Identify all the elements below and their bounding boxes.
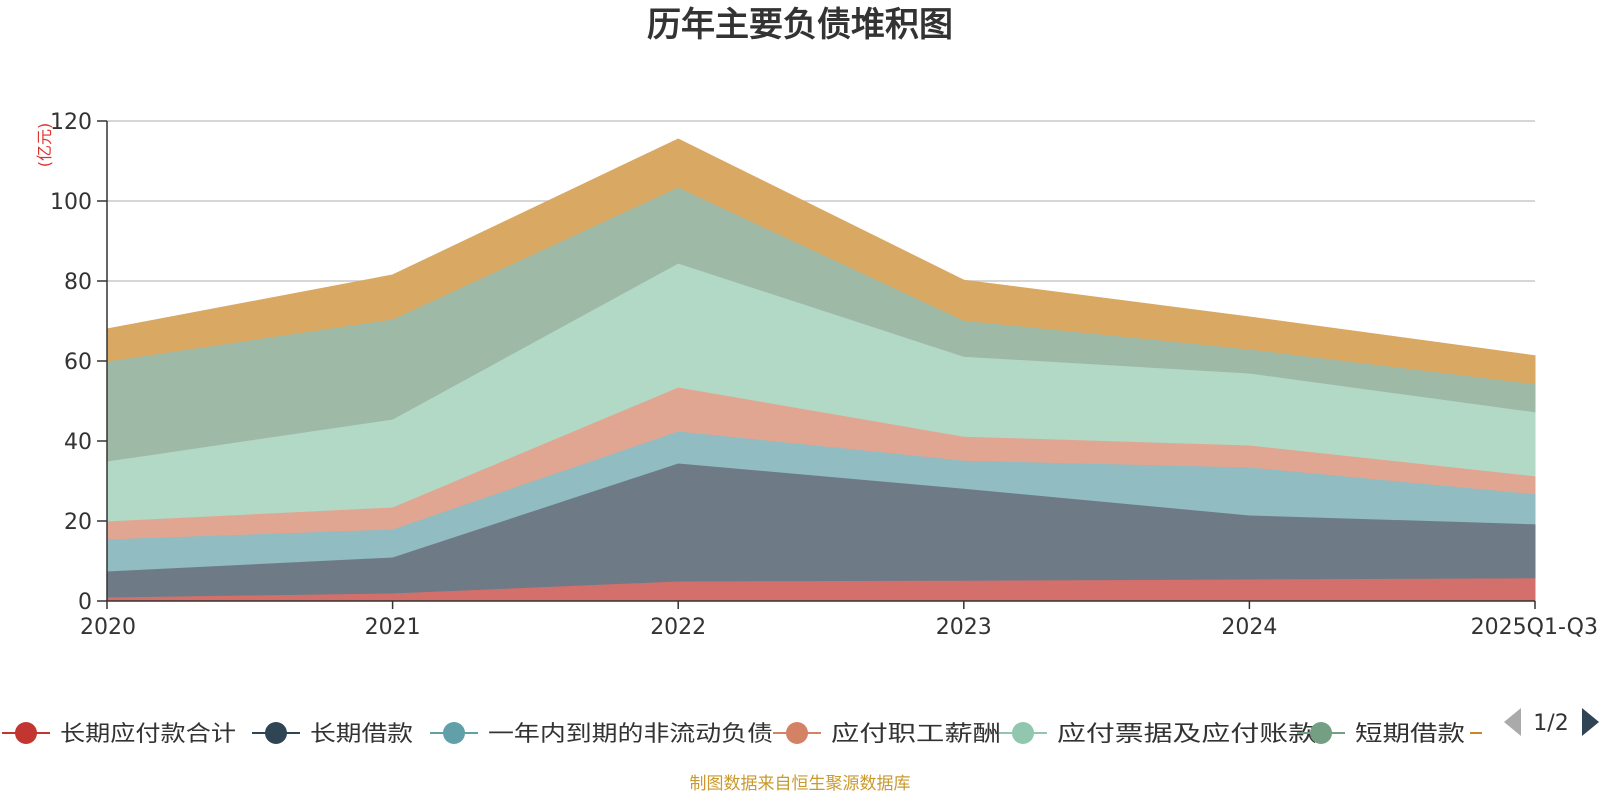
legend[interactable]: 长期应付款合计 长期借款 一年内到期的非流动负债 应付职工薪酬 应付票据及应付账款 短期借… <box>2 722 1482 747</box>
legend-item[interactable]: 长期借款 <box>252 722 413 747</box>
y-tick-label: 20 <box>64 510 92 535</box>
legend-label: 应付票据及应付账款 <box>1057 722 1317 747</box>
legend-label: 应付职工薪酬 <box>831 722 1001 747</box>
legend-item[interactable]: 应付票据及应付账款 <box>999 722 1317 747</box>
source-note: 制图数据来自恒生聚源数据库 <box>690 774 911 794</box>
legend-label: 一年内到期的非流动负债 <box>488 722 773 747</box>
y-tick-label: 100 <box>50 190 92 215</box>
y-tick-label: 40 <box>64 430 92 455</box>
axes: 0 20 40 60 80 100 120 2020 2021 2022 2023 2024 2025Q… <box>50 110 1598 640</box>
legend-page-label: 1/2 <box>1533 711 1568 736</box>
legend-item[interactable]: 应付职工薪酬 <box>773 722 1001 747</box>
area-series <box>106 138 1536 602</box>
x-tick-label: 2023 <box>936 615 992 640</box>
area-series-6 <box>106 138 1536 385</box>
legend-marker <box>1012 722 1034 744</box>
legend-item[interactable]: 短期借款 <box>1297 722 1465 747</box>
legend-pager: 1/2 <box>1504 708 1599 736</box>
legend-item[interactable]: 一年内到期的非流动负债 <box>430 722 773 747</box>
y-tick-label: 60 <box>64 350 92 375</box>
legend-prev-icon[interactable] <box>1504 708 1521 736</box>
legend-marker <box>15 722 37 744</box>
x-tick-label: 2025Q1-Q3 <box>1471 615 1598 640</box>
legend-item[interactable]: 长期应付款合计 <box>2 722 236 747</box>
legend-marker <box>1310 722 1332 744</box>
legend-next-icon[interactable] <box>1582 708 1599 736</box>
x-tick-label: 2024 <box>1221 615 1277 640</box>
legend-marker <box>265 722 287 744</box>
legend-marker <box>786 722 808 744</box>
x-tick-label: 2020 <box>80 615 136 640</box>
legend-label: 长期应付款合计 <box>60 722 236 747</box>
legend-label: 长期借款 <box>310 722 413 747</box>
y-tick-label: 0 <box>78 590 92 615</box>
legend-marker <box>443 722 465 744</box>
y-tick-label: 120 <box>50 110 92 135</box>
legend-label: 短期借款 <box>1355 722 1465 747</box>
x-tick-label: 2022 <box>650 615 706 640</box>
y-axis-unit: (亿元) <box>35 123 54 168</box>
chart-title: 历年主要负债堆积图 <box>647 5 953 45</box>
x-tick-label: 2021 <box>365 615 421 640</box>
y-tick-label: 80 <box>64 270 92 295</box>
